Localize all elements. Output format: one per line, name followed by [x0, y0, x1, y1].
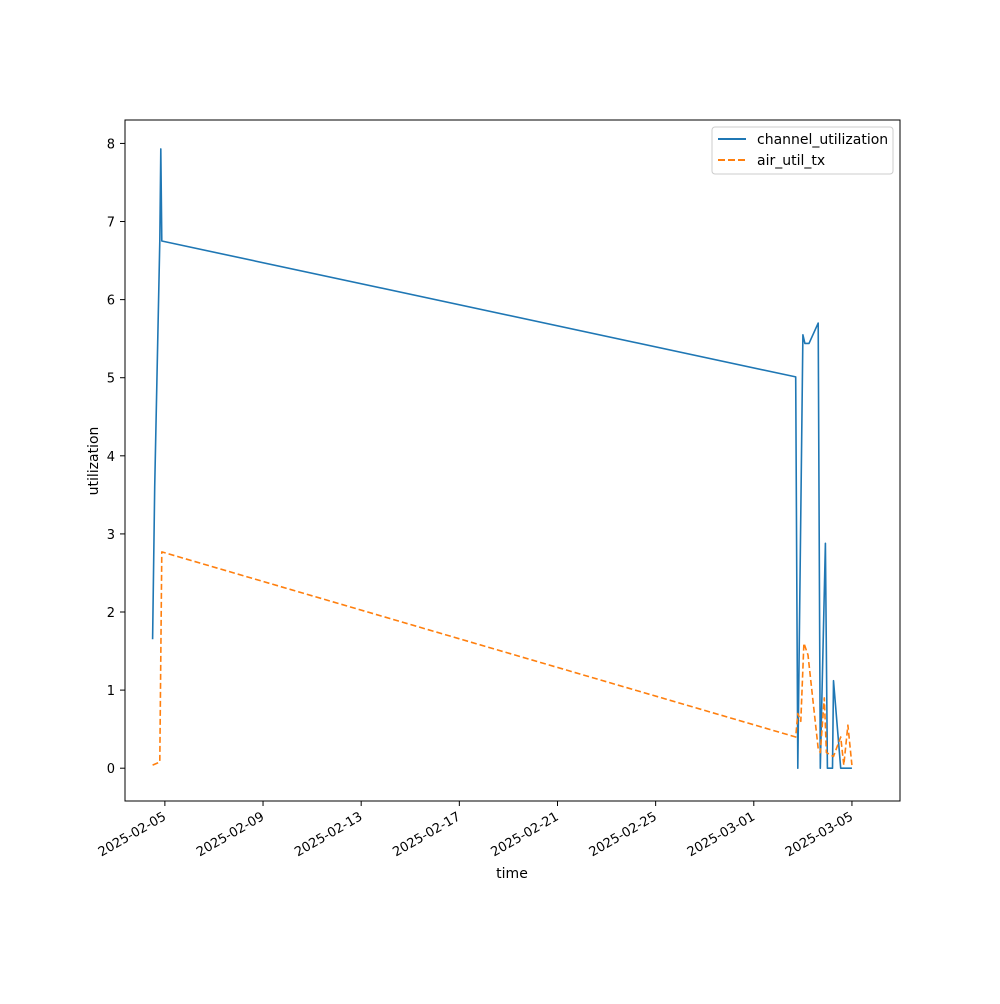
y-tick-label: 4 — [107, 450, 115, 465]
axes — [124, 119, 901, 802]
y-tick-label: 5 — [107, 372, 115, 387]
plot-area — [151, 148, 853, 770]
y-tick-label: 2 — [107, 606, 115, 621]
x-axis-ticks: 2025-02-05 2025-02-09 2025-02-13 2025-02-17… — [96, 801, 856, 860]
y-tick-label: 7 — [107, 216, 115, 231]
legend-box — [711, 126, 894, 175]
legend-label-channel-utilization: channel_utilization — [757, 132, 888, 148]
x-tick-label: 2025-02-17 — [390, 809, 463, 860]
x-axis-label: time — [496, 866, 528, 882]
y-axis-ticks: 0 1 2 3 4 5 6 7 8 — [107, 137, 125, 777]
x-tick-label: 2025-03-05 — [783, 809, 856, 860]
y-tick-label: 8 — [107, 137, 115, 152]
y-tick-label: 0 — [107, 762, 115, 777]
x-tick-label: 2025-03-01 — [685, 809, 758, 860]
legend: channel_utilization air_util_tx — [711, 126, 894, 175]
y-axis-label: utilization — [86, 427, 102, 496]
y-tick-label: 6 — [107, 294, 115, 309]
x-tick-label: 2025-02-09 — [194, 809, 267, 860]
x-tick-label: 2025-02-21 — [489, 809, 562, 860]
legend-label-air-util-tx: air_util_tx — [757, 153, 825, 169]
series-line-channel-utilization — [151, 148, 852, 770]
x-tick-label: 2025-02-25 — [587, 809, 660, 860]
x-tick-label: 2025-02-05 — [96, 809, 169, 860]
y-tick-label: 3 — [107, 528, 115, 543]
series-line-air-util-tx — [152, 551, 853, 766]
y-tick-label: 1 — [107, 684, 115, 699]
axes-frame — [124, 119, 901, 802]
x-tick-label: 2025-02-13 — [292, 809, 365, 860]
